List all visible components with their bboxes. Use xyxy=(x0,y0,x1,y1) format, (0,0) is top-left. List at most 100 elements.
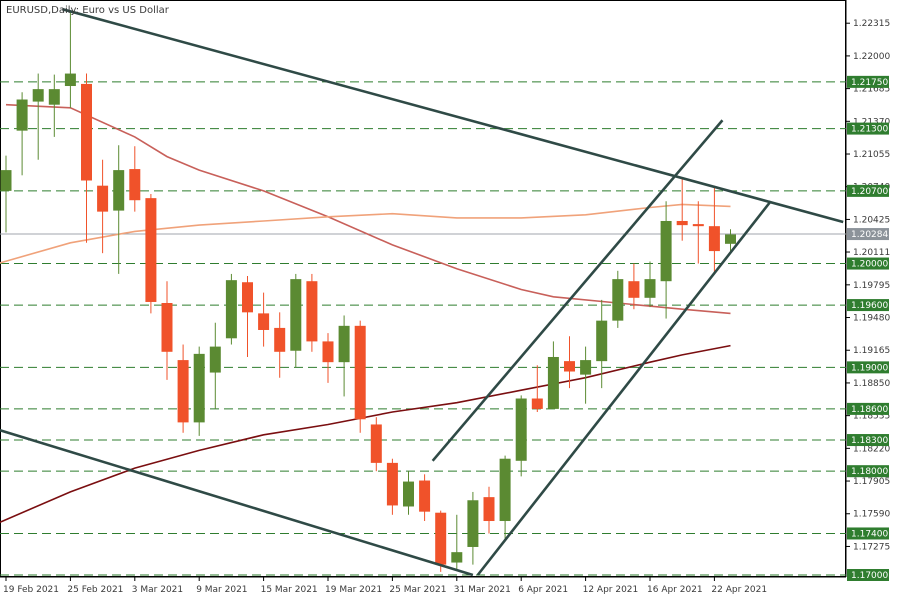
candle-1 xyxy=(16,92,28,176)
level-label-bg xyxy=(847,257,889,270)
trendlines xyxy=(0,7,844,577)
candle-37 xyxy=(596,299,608,389)
chart-title: EURUSD,Daily: Euro vs US Dollar xyxy=(6,5,170,16)
level-label-bg xyxy=(847,465,889,478)
candle-25 xyxy=(403,471,414,515)
candle-body xyxy=(322,341,334,363)
level-label-8: 1.18000 xyxy=(847,465,889,478)
level-label-text: 1.21300 xyxy=(851,125,888,135)
candle-body xyxy=(580,360,592,375)
channel-lower-line xyxy=(0,428,474,577)
ma-fast-line xyxy=(5,103,731,315)
candle-body xyxy=(419,480,431,512)
y-tick-label-0: 1.22315 xyxy=(853,19,890,29)
candle-22 xyxy=(354,320,366,433)
moving-averages xyxy=(0,103,731,524)
candle-body xyxy=(370,424,382,463)
candle-24 xyxy=(386,458,398,515)
resistance-line xyxy=(62,7,844,224)
level-label-text: 1.20700 xyxy=(851,187,888,197)
candle-42 xyxy=(676,177,688,241)
candle-body xyxy=(676,220,688,226)
candle-18 xyxy=(290,273,302,368)
level-label-10: 1.17000 xyxy=(847,569,889,581)
candle-32 xyxy=(515,395,527,477)
candle-body xyxy=(258,313,270,330)
y-tick-label-6: 1.20425 xyxy=(853,215,890,225)
candle-body xyxy=(725,234,736,244)
level-label-text: 1.17000 xyxy=(851,571,888,581)
candle-38 xyxy=(612,270,624,328)
level-label-5: 1.19000 xyxy=(847,361,889,374)
y-tick-label-4: 1.21055 xyxy=(853,150,890,160)
candle-26 xyxy=(419,474,431,522)
level-label-7: 1.18300 xyxy=(847,434,889,447)
candlesticks xyxy=(0,11,736,572)
candle-body xyxy=(483,497,495,522)
candle-45 xyxy=(725,229,736,252)
candle-body xyxy=(129,169,141,201)
level-label-bg xyxy=(847,122,889,135)
level-label-text: 1.19600 xyxy=(851,301,888,311)
horizontal-levels xyxy=(0,81,846,576)
y-tick-label-11: 1.18850 xyxy=(853,379,890,389)
candle-44 xyxy=(708,185,720,272)
candle-7 xyxy=(113,145,125,274)
candle-4 xyxy=(64,11,76,108)
x-tick-label-8: 6 Apr 2021 xyxy=(518,585,568,595)
channel-up-lower xyxy=(476,200,772,576)
ma-slow-line xyxy=(0,203,731,264)
level-label-bg xyxy=(847,434,889,447)
level-label-bg xyxy=(847,402,889,415)
current-price-label: 1.20284 xyxy=(847,228,889,241)
candle-body xyxy=(16,99,28,131)
price-labels: 1.21750 1.21300 1.20700 1.20000 1.19600 1.190… xyxy=(847,75,889,581)
candle-body xyxy=(451,552,463,563)
x-tick-label-11: 22 Apr 2021 xyxy=(711,585,767,595)
candle-9 xyxy=(145,193,157,314)
candle-11 xyxy=(177,344,189,433)
candle-20 xyxy=(322,333,334,383)
x-tick-label-7: 31 Mar 2021 xyxy=(454,585,511,595)
candle-body xyxy=(435,512,447,565)
candle-21 xyxy=(338,315,350,397)
candle-8 xyxy=(129,146,141,212)
candle-35 xyxy=(564,336,575,389)
level-label-bg xyxy=(847,527,889,540)
level-label-2: 1.20700 xyxy=(847,184,889,197)
candle-body xyxy=(209,346,221,373)
candle-body xyxy=(145,198,157,302)
x-tick-label-5: 19 Mar 2021 xyxy=(325,585,382,595)
candle-0 xyxy=(0,155,12,233)
candle-body xyxy=(403,481,414,507)
level-label-text: 1.21750 xyxy=(851,78,888,88)
level-label-6: 1.18600 xyxy=(847,402,889,415)
candle-15 xyxy=(242,276,253,357)
candle-30 xyxy=(483,486,495,534)
time-axis-ticks: 19 Feb 2021 25 Feb 2021 3 Mar 2021 9 Mar 20… xyxy=(3,577,767,595)
level-label-bg xyxy=(847,299,889,312)
level-label-text: 1.18600 xyxy=(851,405,888,415)
candle-body xyxy=(338,325,350,363)
level-label-text: 1.20000 xyxy=(851,260,888,270)
x-tick-label-4: 15 Mar 2021 xyxy=(261,585,318,595)
y-tick-label-1: 1.22000 xyxy=(853,52,890,62)
y-tick-label-13: 1.18220 xyxy=(853,444,890,454)
candle-body xyxy=(225,280,237,339)
candle-body xyxy=(97,185,109,212)
candle-16 xyxy=(258,292,270,347)
candle-31 xyxy=(499,455,511,539)
level-label-0: 1.21750 xyxy=(847,75,889,88)
candle-23 xyxy=(370,417,382,472)
x-tick-label-3: 9 Mar 2021 xyxy=(196,585,247,595)
y-tick-label-9: 1.19480 xyxy=(853,314,890,324)
candle-body xyxy=(32,89,44,102)
candle-40 xyxy=(644,261,656,308)
candle-body xyxy=(467,500,479,547)
candle-body xyxy=(612,279,624,321)
candle-36 xyxy=(580,346,592,404)
y-tick-label-8: 1.19795 xyxy=(853,281,890,291)
candle-body xyxy=(596,320,608,362)
